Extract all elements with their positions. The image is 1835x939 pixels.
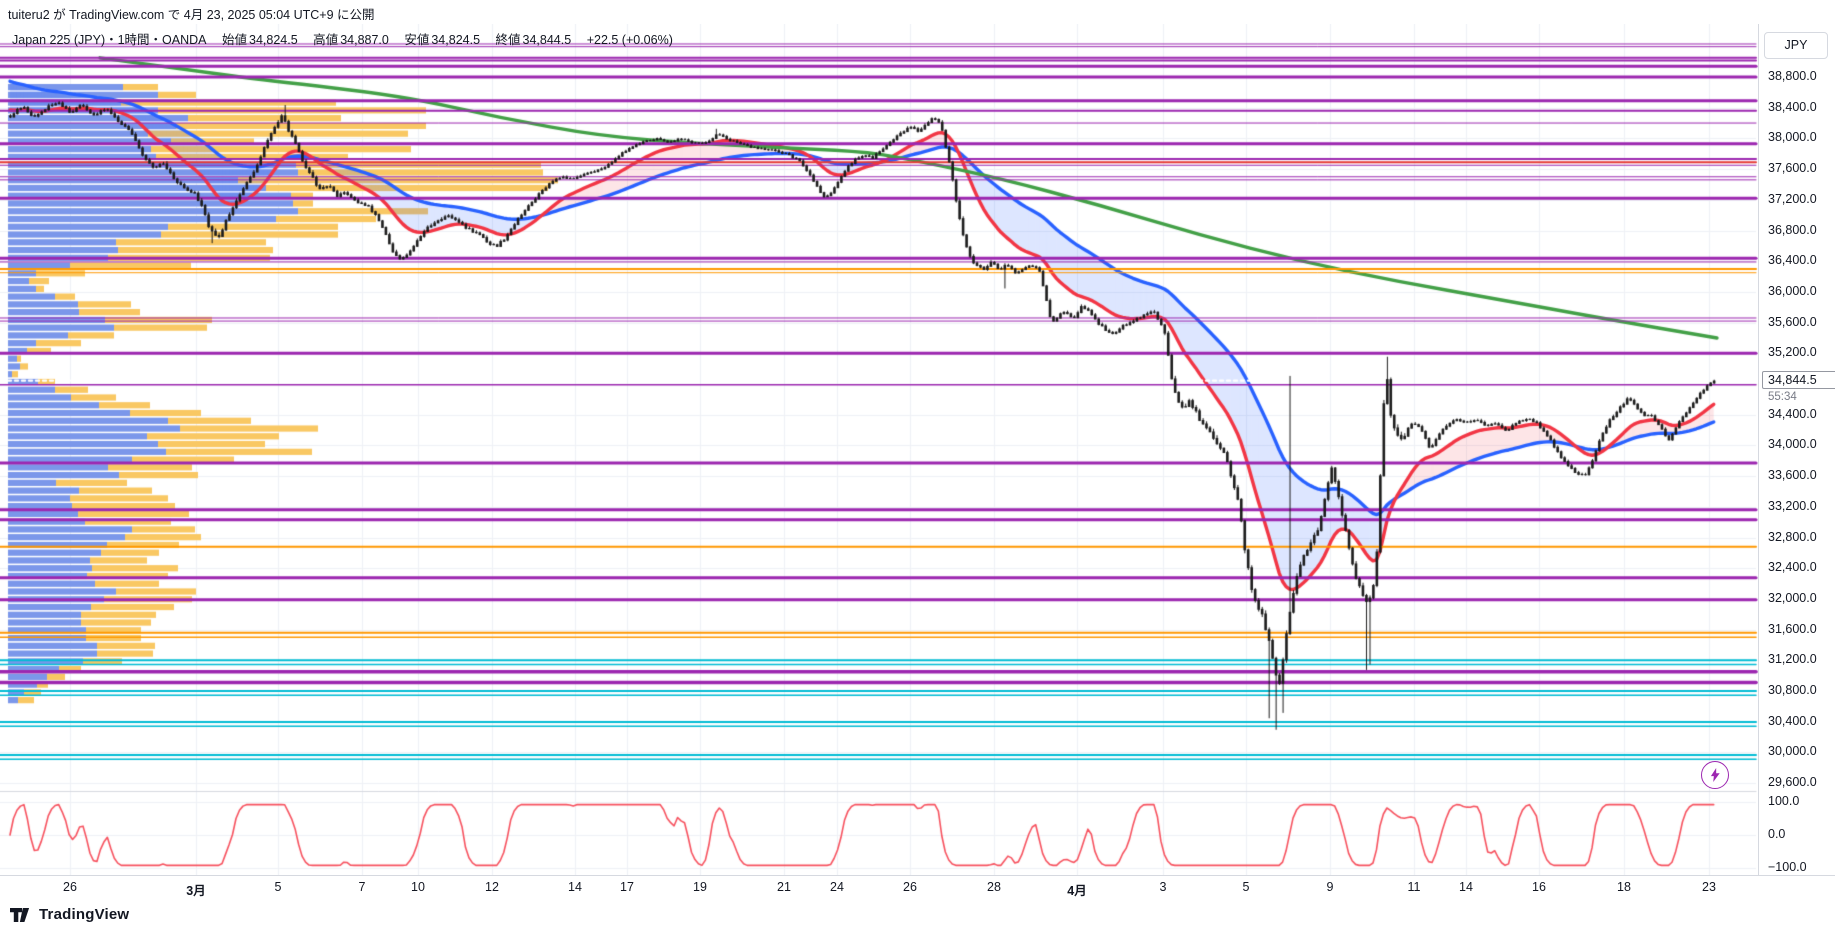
open-value: 34,824.5 <box>249 33 298 47</box>
time-tick: 5 <box>1242 880 1250 894</box>
flash-snapshot-button[interactable] <box>1701 761 1729 789</box>
price-axis[interactable]: JPY 34,844.5 55:34 38,800.0 38,400.0 38,00… <box>1758 24 1835 897</box>
time-tick: 19 <box>693 880 707 894</box>
time-tick: 9 <box>1326 880 1334 894</box>
price-tick: 30,400.0 <box>1768 713 1817 728</box>
tradingview-logo-icon <box>10 907 32 922</box>
low-value: 34,824.5 <box>431 33 481 47</box>
price-tick: 31,600.0 <box>1768 621 1817 636</box>
time-tick: 3月 <box>186 884 206 898</box>
low-label: 安値 <box>404 33 430 47</box>
price-tick: 35,200.0 <box>1768 345 1817 360</box>
price-tick: 36,400.0 <box>1768 253 1817 268</box>
time-tick: 28 <box>987 880 1001 894</box>
price-tick: 30,000.0 <box>1768 744 1817 759</box>
oscillator-tick: −100.0 <box>1768 860 1807 874</box>
time-axis[interactable]: 26 3月 5 7 10 12 14 17 19 21 24 26 28 4月 3 5 9 11 14 16 18 23 <box>0 875 1835 899</box>
time-tick: 11 <box>1407 880 1421 894</box>
time-tick: 16 <box>1532 880 1546 894</box>
high-label: 高値 <box>313 33 339 47</box>
time-tick: 23 <box>1702 880 1716 894</box>
time-tick: 4月 <box>1067 884 1087 898</box>
price-tick: 37,200.0 <box>1768 191 1817 206</box>
price-tick: 32,400.0 <box>1768 560 1817 575</box>
time-tick: 14 <box>1459 880 1473 894</box>
price-tick: 36,000.0 <box>1768 283 1817 298</box>
oscillator-tick: 0.0 <box>1768 827 1786 841</box>
price-tick: 36,800.0 <box>1768 222 1817 237</box>
price-tick: 34,400.0 <box>1768 406 1817 421</box>
time-tick: 26 <box>63 880 77 894</box>
lightning-icon <box>1708 767 1722 783</box>
time-tick: 26 <box>903 880 917 894</box>
bar-countdown: 55:34 <box>1768 390 1797 403</box>
price-tick: 37,600.0 <box>1768 161 1817 176</box>
time-tick: 24 <box>830 880 844 894</box>
currency-badge[interactable]: JPY <box>1764 32 1828 59</box>
time-tick: 17 <box>620 880 634 894</box>
high-value: 34,887.0 <box>340 33 389 47</box>
symbol-title[interactable]: Japan 225 (JPY)・1時間・OANDA <box>12 33 207 47</box>
price-tick: 32,000.0 <box>1768 590 1817 605</box>
time-tick: 5 <box>274 880 282 894</box>
time-tick: 18 <box>1617 880 1631 894</box>
tradingview-brand-link[interactable]: TradingView <box>10 906 129 923</box>
price-tick: 38,000.0 <box>1768 130 1817 145</box>
time-tick: 14 <box>568 880 582 894</box>
publish-attribution: tuiteru2 が TradingView.com で 4月 23, 2025… <box>8 8 375 22</box>
time-tick: 12 <box>485 880 499 894</box>
time-tick: 10 <box>411 880 425 894</box>
oscillator-tick: 100.0 <box>1768 794 1800 808</box>
price-tick: 35,600.0 <box>1768 314 1817 329</box>
open-label: 始値 <box>222 33 248 47</box>
change-value: +22.5 (+0.06%) <box>586 33 673 47</box>
time-tick: 7 <box>358 880 366 894</box>
last-price-label: 34,844.5 <box>1762 370 1835 389</box>
price-tick: 38,400.0 <box>1768 99 1817 114</box>
close-label: 終値 <box>495 33 521 47</box>
price-tick: 30,800.0 <box>1768 683 1817 697</box>
price-tick: 34,000.0 <box>1768 437 1817 452</box>
price-tick: 38,800.0 <box>1768 69 1817 83</box>
tradingview-brand-text: TradingView <box>39 906 130 923</box>
price-tick: 32,800.0 <box>1768 529 1817 544</box>
price-tick: 33,600.0 <box>1768 468 1817 483</box>
time-tick: 3 <box>1159 880 1167 894</box>
close-value: 34,844.5 <box>522 33 572 47</box>
time-tick: 21 <box>777 880 791 894</box>
publish-bar: tuiteru2 が TradingView.com で 4月 23, 2025… <box>0 0 1835 24</box>
footer-bar: TradingView <box>0 898 1835 939</box>
price-tick: 29,600.0 <box>1768 775 1817 790</box>
price-tick: 33,200.0 <box>1768 498 1817 513</box>
chart-legend[interactable]: Japan 225 (JPY)・1時間・OANDA 始値 34,824.5 高値 3… <box>12 29 675 48</box>
price-tick: 31,200.0 <box>1768 652 1817 667</box>
